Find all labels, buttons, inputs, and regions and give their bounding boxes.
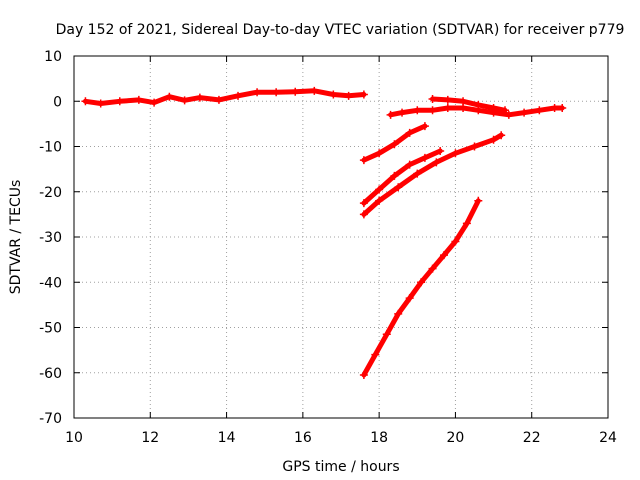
data-point [390, 140, 399, 149]
y-tick-label: -70 [39, 411, 62, 427]
data-point [462, 219, 471, 228]
data-point [489, 135, 498, 144]
data-point [413, 169, 422, 178]
data-point [150, 98, 159, 107]
data-point [520, 108, 529, 117]
data-point [398, 108, 407, 117]
data-point [489, 104, 498, 113]
series-trace [361, 148, 443, 206]
data-point [96, 99, 105, 108]
data-point [459, 97, 468, 106]
data-point [405, 160, 414, 169]
y-tick-label: -30 [39, 230, 62, 246]
data-point [394, 309, 403, 318]
series-trace [361, 198, 481, 378]
data-point [310, 86, 319, 95]
x-tick-label: 18 [370, 430, 388, 446]
data-point [180, 96, 189, 105]
data-point [420, 153, 429, 162]
data-point [417, 278, 426, 287]
y-tick-label: 10 [44, 49, 62, 65]
data-point [432, 158, 441, 167]
data-point [134, 95, 143, 104]
data-point [375, 185, 384, 194]
x-tick-label: 10 [65, 430, 83, 446]
data-point [382, 330, 391, 339]
x-tick-labels: 10 12 14 16 18 20 22 24 [65, 430, 617, 446]
data-point [115, 97, 124, 106]
data-point [359, 156, 368, 165]
x-axis-label: GPS time / hours [282, 459, 399, 475]
x-tick-label: 22 [523, 430, 541, 446]
data-point [214, 95, 223, 104]
data-point [390, 171, 399, 180]
data-point [371, 350, 380, 359]
data-point [329, 90, 338, 99]
data-point [474, 196, 483, 205]
data-point [470, 142, 479, 151]
data-point [451, 237, 460, 246]
data-point [165, 92, 174, 101]
data-point [550, 104, 559, 113]
data-point [359, 210, 368, 219]
x-tick-label: 16 [294, 430, 312, 446]
series-trace [361, 132, 504, 217]
data-point [428, 94, 437, 103]
y-tick-label: -20 [39, 185, 62, 201]
y-tick-label: -60 [39, 366, 62, 382]
x-tick-label: 24 [599, 430, 617, 446]
data-point [501, 106, 510, 115]
data-point [443, 104, 452, 113]
data-point [474, 100, 483, 109]
data-point [375, 149, 384, 158]
data-point [504, 110, 513, 119]
data-point [359, 90, 368, 99]
tick-marks [73, 55, 609, 419]
data-point [413, 106, 422, 115]
data-point [405, 128, 414, 137]
data-point [375, 196, 384, 205]
data-point [253, 88, 262, 97]
data-point [535, 106, 544, 115]
x-tick-label: 20 [447, 430, 465, 446]
data-point [386, 110, 395, 119]
y-tick-label: -10 [39, 140, 62, 156]
data-point [291, 87, 300, 96]
data-point [420, 122, 429, 131]
data-point [459, 104, 468, 113]
y-axis-label: SDTVAR / TECUs [8, 180, 24, 295]
data-series [81, 86, 567, 380]
data-point [405, 294, 414, 303]
data-point [195, 93, 204, 102]
data-point [234, 91, 243, 100]
data-point [451, 149, 460, 158]
y-tick-label: 0 [53, 94, 62, 110]
data-point [497, 131, 506, 140]
data-point [428, 264, 437, 273]
data-point [359, 199, 368, 208]
y-tick-label: -40 [39, 275, 62, 291]
data-point [81, 97, 90, 106]
series-trace [388, 105, 565, 118]
data-point [359, 371, 368, 380]
data-point [558, 104, 567, 113]
data-point [428, 106, 437, 115]
x-tick-label: 12 [141, 430, 159, 446]
y-tick-label: -50 [39, 321, 62, 337]
data-point [439, 251, 448, 260]
data-point [344, 91, 353, 100]
data-point [272, 88, 281, 97]
y-tick-labels: 10 0 -10 -20 -30 -40 -50 -60 -70 [39, 49, 62, 427]
chart-title: Day 152 of 2021, Sidereal Day-to-day VTE… [56, 22, 625, 38]
x-tick-label: 14 [218, 430, 236, 446]
data-point [443, 95, 452, 104]
data-point [436, 147, 445, 156]
data-point [394, 183, 403, 192]
